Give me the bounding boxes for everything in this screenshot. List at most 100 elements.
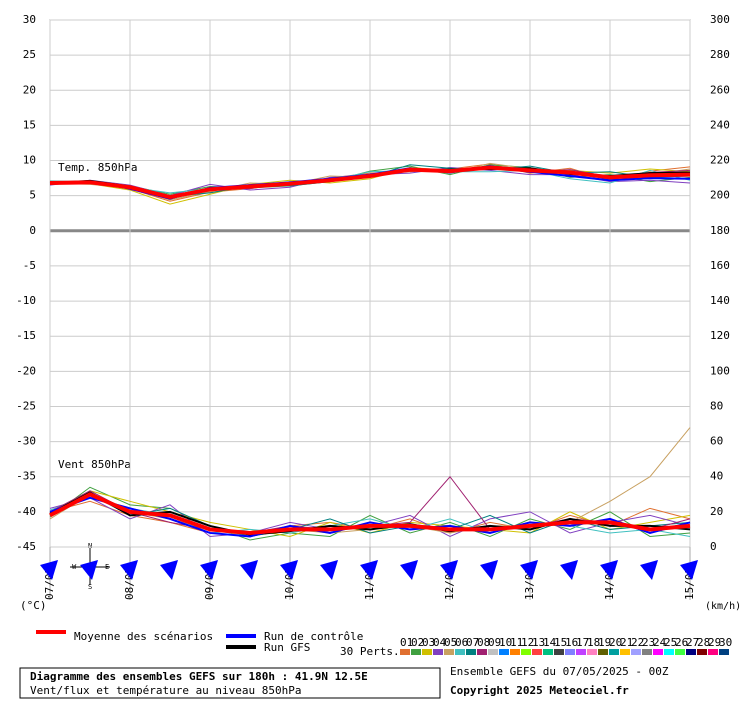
title: Diagramme des ensembles GEFS sur 180h : … [30, 670, 368, 683]
series-line [49, 165, 691, 200]
y-tick-label: 15 [23, 118, 36, 131]
perts-label: 30 Perts. [340, 645, 400, 658]
pert-legend-swatch [598, 649, 608, 655]
pert-legend-swatch [477, 649, 487, 655]
pert-legend-label: 05 [444, 636, 457, 649]
run-label: Ensemble GEFS du 07/05/2025 - 00Z [450, 665, 669, 678]
pert-legend-label: 17 [576, 636, 589, 649]
y-tick-label: -15 [16, 329, 36, 342]
wind-icon [240, 560, 258, 580]
subtitle: Vent/flux et température au niveau 850hP… [30, 684, 302, 697]
pert-legend-label: 02 [411, 636, 424, 649]
pert-legend-label: 27 [686, 636, 699, 649]
pert-legend-label: 28 [697, 636, 710, 649]
pert-legend-label: 04 [433, 636, 447, 649]
y-tick-label: -45 [16, 540, 36, 553]
legend-label: Moyenne des scénarios [74, 630, 213, 643]
wind-icon [120, 560, 138, 580]
compass-s: S [88, 583, 92, 591]
y2-tick-label: 120 [710, 329, 730, 342]
pert-legend-label: 22 [631, 636, 644, 649]
y2-tick-label: 260 [710, 83, 730, 96]
y2-tick-label: 220 [710, 154, 730, 167]
y2-tick-label: 160 [710, 259, 730, 272]
y-tick-label: 5 [29, 189, 36, 202]
pert-legend-label: 19 [598, 636, 611, 649]
y-tick-label: -25 [16, 399, 36, 412]
pert-legend-swatch [609, 649, 619, 655]
pert-legend-swatch [697, 649, 707, 655]
pert-legend-label: 30 [719, 636, 732, 649]
compass-n: N [88, 542, 92, 550]
pert-legend-label: 03 [422, 636, 435, 649]
pert-legend-label: 10 [499, 636, 512, 649]
y-tick-label: -5 [23, 259, 36, 272]
pert-legend-swatch [510, 649, 520, 655]
y-tick-label: 10 [23, 154, 36, 167]
y-tick-label: -10 [16, 294, 36, 307]
pert-legend-swatch [675, 649, 685, 655]
compass-w: W [72, 563, 77, 571]
pert-legend-swatch [499, 649, 509, 655]
pert-legend-label: 14 [543, 636, 557, 649]
pert-legend-swatch [444, 649, 454, 655]
pert-legend-label: 16 [565, 636, 578, 649]
pert-legend-swatch [543, 649, 553, 655]
pert-legend-swatch [686, 649, 696, 655]
y2-tick-label: 180 [710, 224, 730, 237]
pert-legend-swatch [587, 649, 597, 655]
y-tick-label: -40 [16, 505, 36, 518]
y2-tick-label: 20 [710, 505, 723, 518]
series-line [49, 169, 691, 194]
y2-tick-label: 200 [710, 189, 730, 202]
pert-legend-swatch [664, 649, 674, 655]
y-tick-label: 0 [29, 224, 36, 237]
legend-label: Run GFS [264, 641, 310, 654]
wind-icon [640, 560, 658, 580]
pert-legend-swatch [455, 649, 465, 655]
copyright: Copyright 2025 Meteociel.fr [450, 684, 629, 697]
legend-label: Run de contrôle [264, 630, 363, 643]
pert-legend-label: 26 [675, 636, 688, 649]
wind-icon [360, 560, 378, 580]
y-tick-label: 20 [23, 83, 36, 96]
y2-unit: (km/h) [705, 601, 740, 612]
y2-tick-label: 140 [710, 294, 730, 307]
wind-icon [40, 560, 58, 580]
y-tick-label: 25 [23, 48, 36, 61]
y2-tick-label: 60 [710, 435, 723, 448]
y-tick-label: 30 [23, 13, 36, 26]
y-tick-label: -35 [16, 470, 36, 483]
pert-legend-label: 18 [587, 636, 600, 649]
wind-icon [480, 560, 498, 580]
series-line [49, 167, 691, 205]
pert-legend-label: 24 [653, 636, 667, 649]
wind-label: Vent 850hPa [58, 458, 131, 471]
pert-legend-label: 21 [620, 636, 633, 649]
compass-e: E [105, 563, 109, 571]
y2-tick-label: 100 [710, 364, 730, 377]
pert-legend-label: 07 [466, 636, 479, 649]
info-box [19, 667, 441, 699]
pert-legend-label: 13 [532, 636, 545, 649]
wind-icon [560, 560, 578, 580]
pert-legend-swatch [631, 649, 641, 655]
pert-legend-swatch [565, 649, 575, 655]
pert-legend-label: 15 [554, 636, 567, 649]
pert-legend-label: 23 [642, 636, 655, 649]
wind-icon [80, 560, 98, 580]
wind-icon [680, 560, 698, 580]
pert-legend-label: 25 [664, 636, 677, 649]
wind-icon [440, 560, 458, 580]
y2-tick-label: 240 [710, 118, 730, 131]
pert-legend-swatch [719, 649, 729, 655]
y2-tick-label: 0 [710, 540, 717, 553]
wind-icon [600, 560, 618, 580]
pert-legend-swatch [422, 649, 432, 655]
pert-legend-swatch [620, 649, 630, 655]
pert-legend-swatch [532, 649, 542, 655]
temp-label: Temp. 850hPa [58, 161, 137, 174]
wind-icon [400, 560, 418, 580]
